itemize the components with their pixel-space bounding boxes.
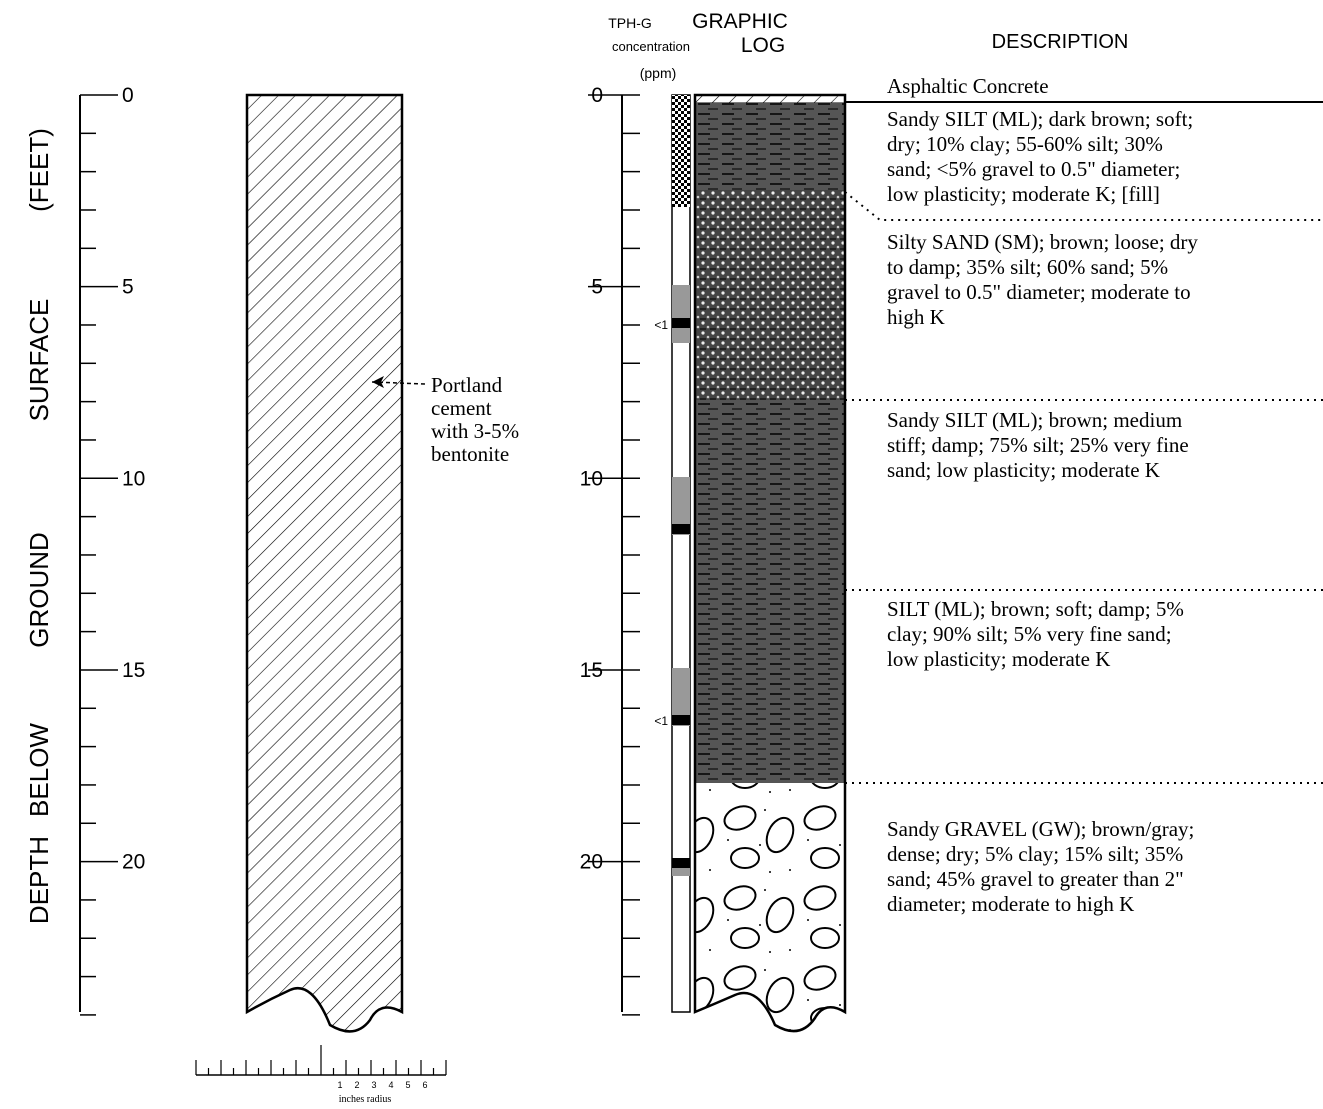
sample-fill bbox=[672, 95, 690, 207]
description-line: diameter; moderate to high K bbox=[887, 892, 1134, 916]
depth-label: 0 bbox=[122, 84, 134, 107]
annotation-text: with 3-5% bbox=[431, 419, 519, 443]
depth-label: 20 bbox=[580, 851, 603, 874]
description-line: to damp; 35% silt; 60% sand; 5% bbox=[887, 255, 1168, 279]
tph-value: <1 bbox=[654, 318, 668, 332]
boring-log: DESCRIPTION DEPTH BELOW GROUND SURFACE (FEET… bbox=[0, 0, 1323, 1109]
axis-title-word: GROUND bbox=[24, 532, 54, 648]
description-line: Sandy SILT (ML); dark brown; soft; bbox=[887, 107, 1193, 131]
layer-silty-sand bbox=[695, 190, 845, 400]
sample-point bbox=[672, 524, 690, 534]
layer-sandy-silt bbox=[695, 103, 845, 190]
depth-label: 15 bbox=[122, 659, 145, 682]
description-line: dense; dry; 5% clay; 15% silt; 35% bbox=[887, 842, 1183, 866]
header-tph: concentration bbox=[612, 39, 690, 54]
sample-point bbox=[672, 858, 690, 868]
depth-label: 15 bbox=[580, 659, 603, 682]
description-line: dry; 10% clay; 55-60% silt; 30% bbox=[887, 132, 1163, 156]
layer-sandy-silt bbox=[695, 400, 845, 590]
description-line: stiff; damp; 75% silt; 25% very fine bbox=[887, 433, 1189, 457]
header-graphic-log: GRAPHIC bbox=[692, 10, 788, 33]
axis-title-word: (FEET) bbox=[24, 128, 54, 212]
description-line: sand; low plasticity; moderate K bbox=[887, 458, 1160, 482]
description-line: high K bbox=[887, 305, 945, 329]
scale-number: 4 bbox=[388, 1080, 393, 1090]
annotation-text: cement bbox=[431, 396, 492, 420]
depth-label: 20 bbox=[122, 851, 145, 874]
scale-number: 6 bbox=[422, 1080, 427, 1090]
scale-caption: inches radius bbox=[339, 1094, 392, 1105]
description-line: low plasticity; moderate K; [fill] bbox=[887, 182, 1160, 206]
scale-number: 3 bbox=[371, 1080, 376, 1090]
header-tph: TPH-G bbox=[608, 15, 652, 31]
description-line: Silty SAND (SM); brown; loose; dry bbox=[887, 230, 1198, 254]
axis-title-word: SURFACE bbox=[24, 299, 54, 422]
depth-label: 0 bbox=[591, 84, 603, 107]
axis-title-word: BELOW bbox=[24, 723, 54, 817]
description-line: sand; 45% gravel to greater than 2" bbox=[887, 867, 1184, 891]
header-tph: (ppm) bbox=[640, 65, 677, 81]
description-line: low plasticity; moderate K bbox=[887, 647, 1110, 671]
description-line: Asphaltic Concrete bbox=[887, 74, 1049, 98]
annotation-text: Portland bbox=[431, 373, 503, 397]
scale-number: 1 bbox=[337, 1080, 342, 1090]
sample-interval bbox=[672, 285, 690, 343]
description-line: clay; 90% silt; 5% very fine sand; bbox=[887, 622, 1172, 646]
depth-label: 5 bbox=[591, 276, 603, 299]
description-line: sand; <5% gravel to 0.5" diameter; bbox=[887, 157, 1180, 181]
depth-label: 10 bbox=[580, 467, 603, 490]
layer-silt bbox=[695, 590, 845, 783]
header-description: DESCRIPTION bbox=[992, 31, 1129, 53]
depth-label: 10 bbox=[122, 467, 145, 490]
sample-point bbox=[672, 318, 690, 328]
description-line: SILT (ML); brown; soft; damp; 5% bbox=[887, 597, 1184, 621]
tph-value: <1 bbox=[654, 714, 668, 728]
annotation-text: bentonite bbox=[431, 442, 509, 466]
description-line: Sandy GRAVEL (GW); brown/gray; bbox=[887, 817, 1194, 841]
scale-number: 2 bbox=[354, 1080, 359, 1090]
well-column bbox=[247, 95, 402, 1031]
scale-number: 5 bbox=[405, 1080, 410, 1090]
axis-title-word: DEPTH bbox=[24, 836, 54, 924]
depth-label: 5 bbox=[122, 276, 134, 299]
header-graphic-log: LOG bbox=[741, 34, 785, 57]
description-line: Sandy SILT (ML); brown; medium bbox=[887, 408, 1182, 432]
sample-point bbox=[672, 715, 690, 725]
graphic-log bbox=[695, 95, 845, 1031]
layer-gravel bbox=[695, 783, 845, 1031]
description-line: gravel to 0.5" diameter; moderate to bbox=[887, 280, 1191, 304]
